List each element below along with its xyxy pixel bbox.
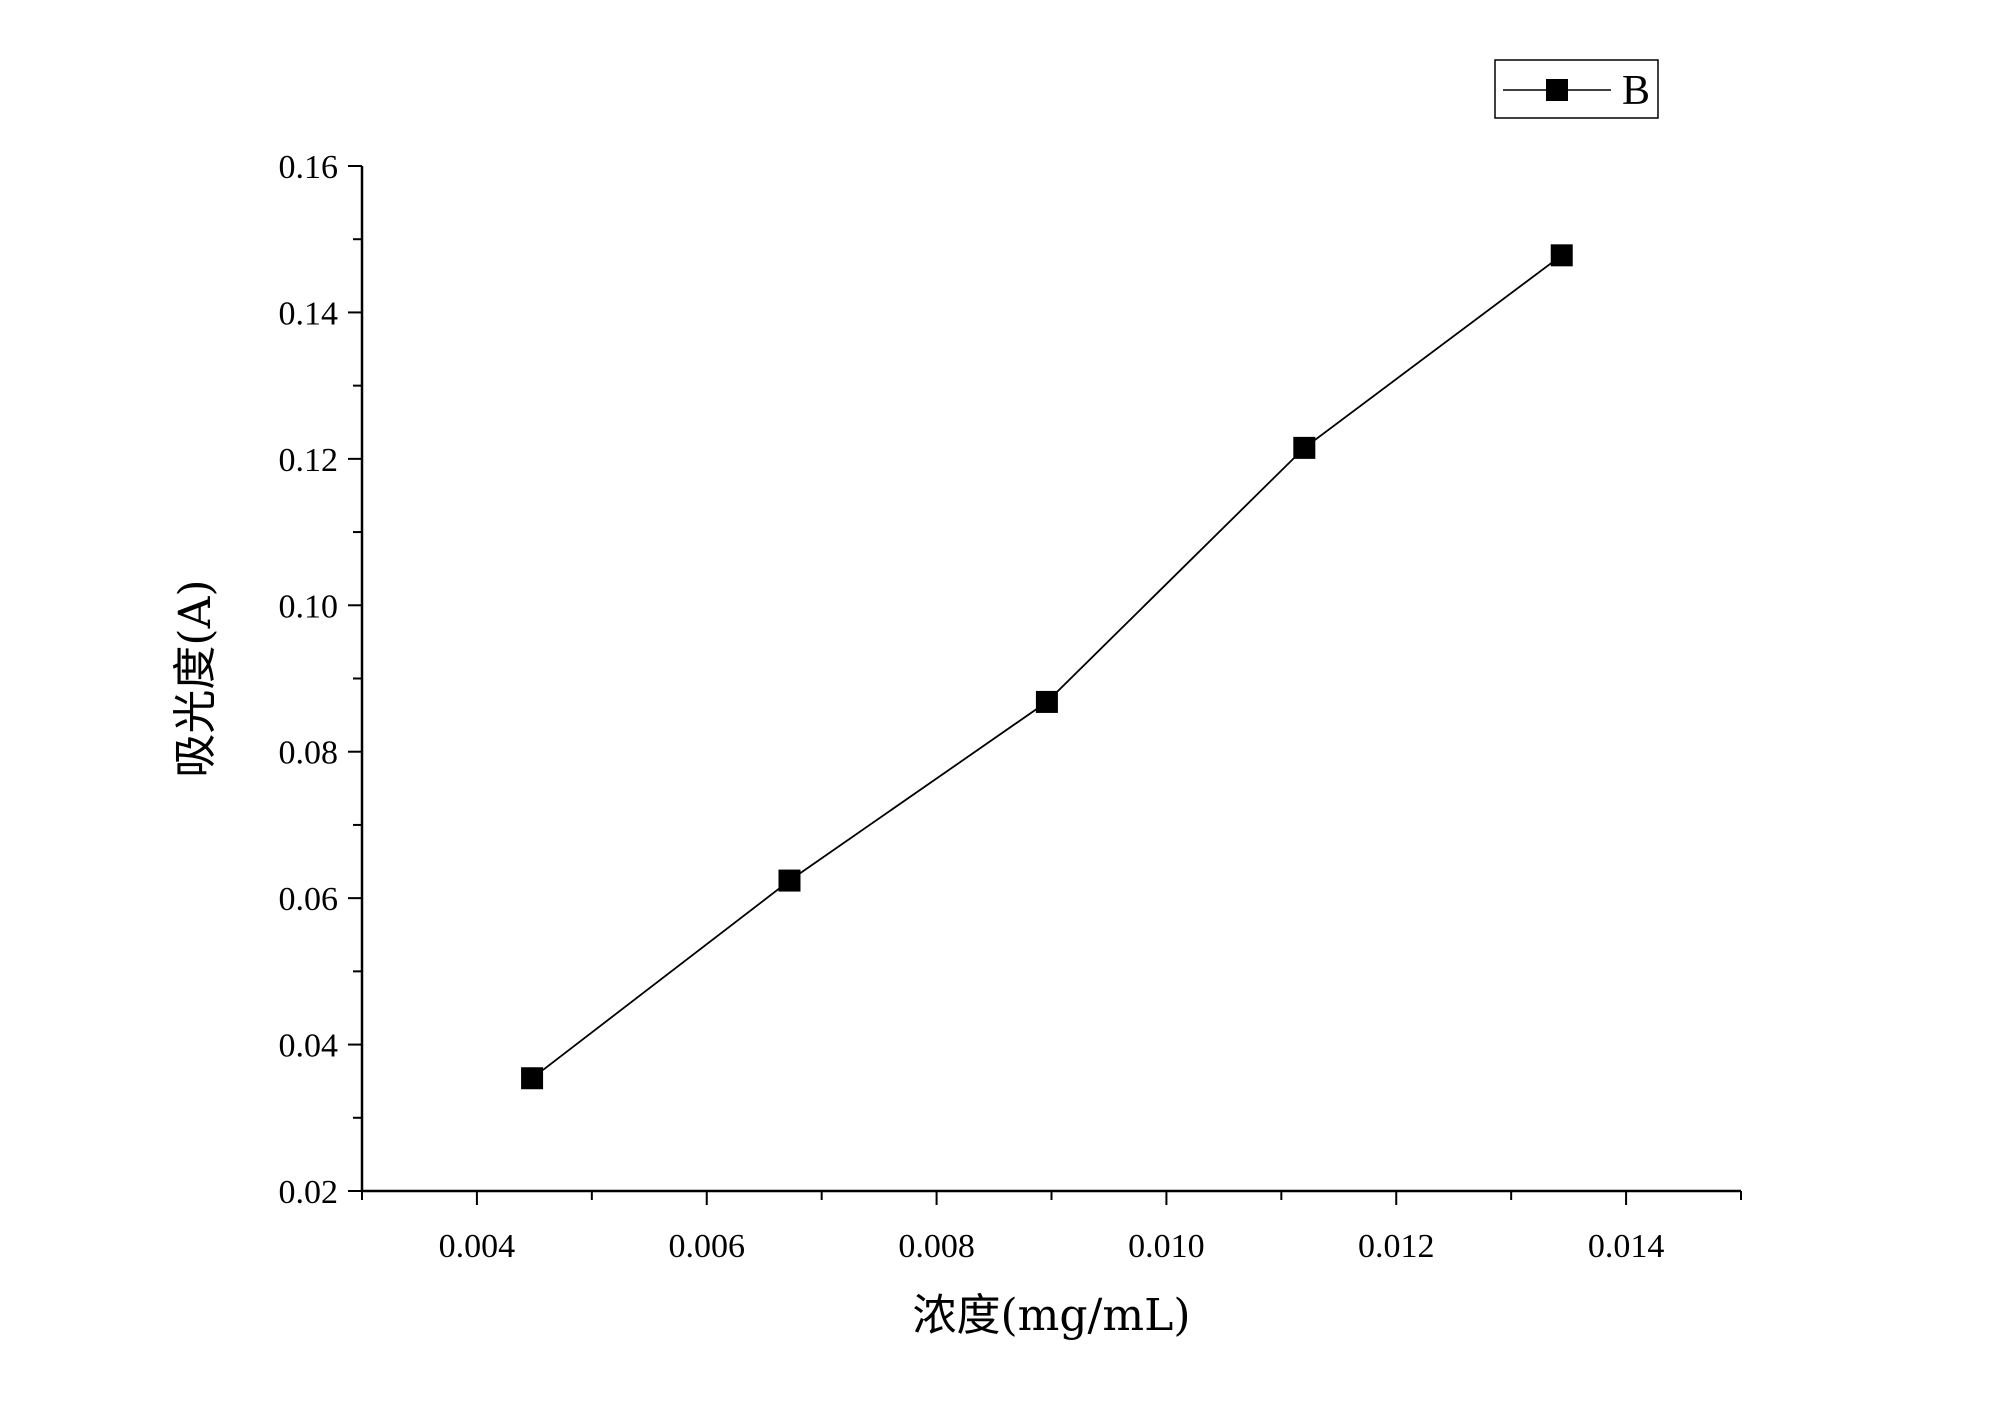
legend: B — [1494, 59, 1659, 119]
data-point — [1035, 690, 1058, 713]
x-tick-label: 0.006 — [669, 1228, 746, 1265]
data-point — [1293, 436, 1316, 459]
x-axis-ticks: 0.004 0.006 0.008 0.010 0.012 0.014 — [361, 1191, 1742, 1265]
data-point — [1550, 244, 1573, 267]
legend-box — [1494, 59, 1659, 119]
y-tick-label: 0.10 — [279, 588, 339, 625]
y-tick-label: 0.08 — [279, 735, 339, 772]
y-tick-label: 0.04 — [279, 1028, 339, 1065]
y-axis-ticks: 0.02 0.04 0.06 0.08 0.10 0.12 0.14 0.16 — [279, 149, 362, 1211]
y-tick-label: 0.16 — [279, 149, 339, 186]
data-point — [778, 869, 801, 892]
x-tick-label: 0.010 — [1128, 1228, 1205, 1265]
x-tick-label: 0.004 — [439, 1228, 516, 1265]
y-axis-title: 吸光度(A) — [170, 579, 221, 777]
x-tick-label: 0.012 — [1358, 1228, 1435, 1265]
y-tick-label: 0.12 — [279, 442, 339, 479]
x-axis-title: 浓度(mg/mL) — [913, 1290, 1191, 1341]
x-tick-label: 0.008 — [898, 1228, 975, 1265]
y-tick-label: 0.06 — [279, 881, 339, 918]
y-tick-label: 0.14 — [279, 295, 339, 332]
y-tick-label: 0.02 — [279, 1174, 339, 1211]
axes — [360, 166, 1741, 1193]
legend-label: B — [1622, 68, 1650, 114]
data-point — [521, 1067, 544, 1090]
x-tick-label: 0.014 — [1588, 1228, 1665, 1265]
legend-marker — [1546, 79, 1568, 101]
series-layer — [521, 244, 1573, 1090]
series-line — [531, 254, 1563, 1080]
